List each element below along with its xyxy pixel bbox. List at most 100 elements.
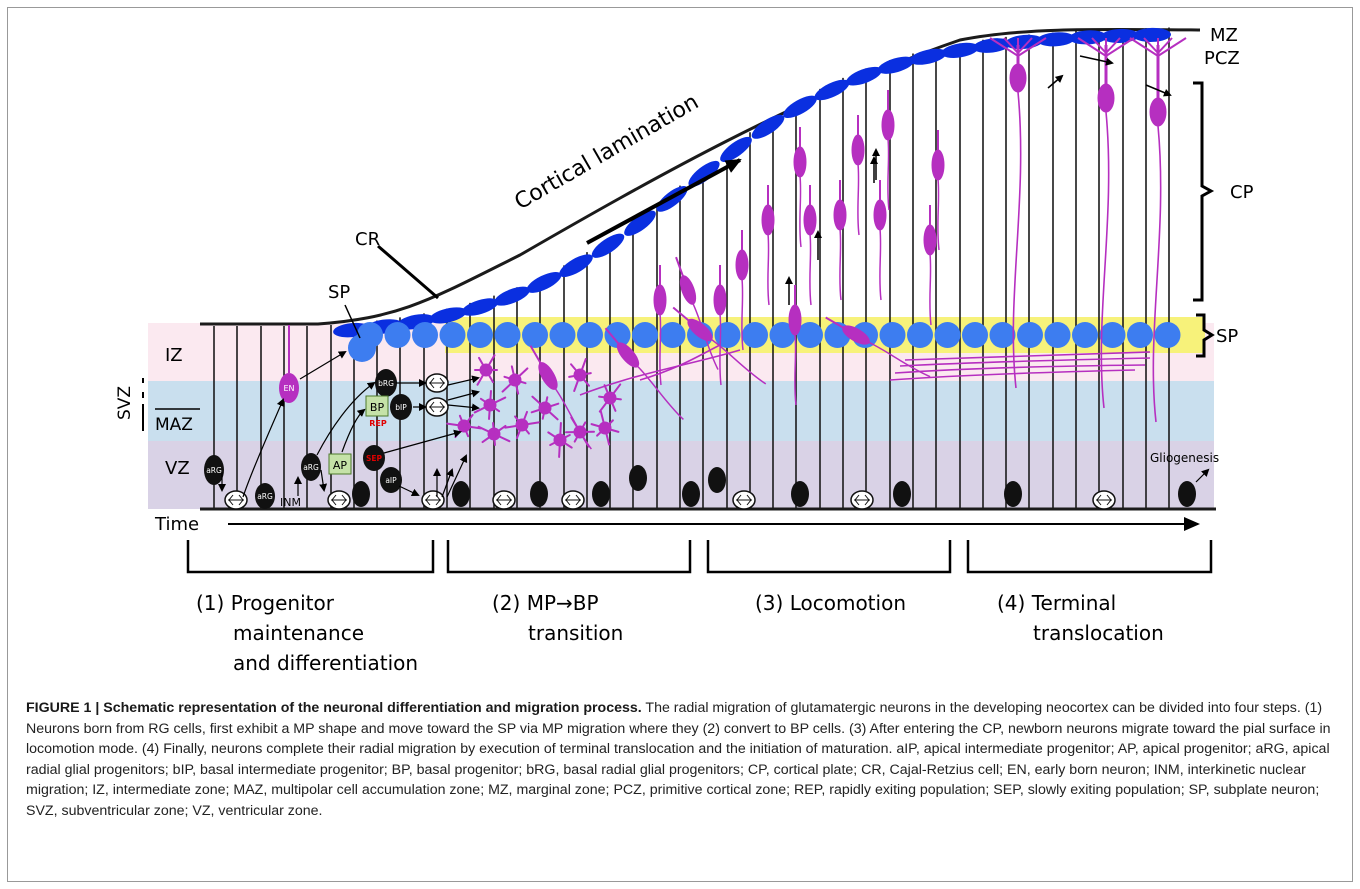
caption-body: The radial migration of glutamatergic ne… (26, 700, 1331, 819)
step1-line2: maintenance (233, 621, 364, 645)
mitotic-cell (328, 491, 350, 509)
progenitor-cell (682, 481, 700, 507)
bipolar-neuron (804, 185, 816, 305)
arg-label-3: aRG (303, 463, 319, 472)
gliogenesis-label: Gliogenesis (1150, 451, 1219, 465)
bipolar-neuron (874, 180, 886, 300)
arg-label-2: aRG (257, 492, 273, 501)
progenitor-cell (1004, 481, 1022, 507)
progenitor-cell (791, 481, 809, 507)
sp-cell (660, 322, 686, 348)
cr-cell (556, 250, 596, 281)
step4-line2: translocation (1033, 621, 1164, 645)
sp-cell (522, 322, 548, 348)
step2-label: (2) MP→BP (492, 591, 599, 615)
cr-cell (524, 268, 564, 297)
sp-cell (742, 322, 768, 348)
progenitor-cell (352, 481, 370, 507)
progenitor-cell (893, 481, 911, 507)
mitotic-cell (493, 491, 515, 509)
bipolar-neuron (852, 115, 864, 235)
step2-line2: transition (528, 621, 623, 645)
aip-label: aIP (385, 476, 397, 485)
sp-right-label: SP (1216, 326, 1238, 347)
step-labels: (1) Progenitor maintenance and different… (196, 591, 1164, 675)
step4-label: (4) Terminal (997, 591, 1116, 615)
cr-pointer (378, 246, 438, 298)
sp-cell (632, 322, 658, 348)
cr-cell (492, 283, 532, 310)
rep-label: REP (369, 419, 387, 428)
step1-label: (1) Progenitor (196, 591, 335, 615)
ap-label: AP (333, 459, 348, 472)
time-label: Time (154, 514, 199, 535)
mitotic-cell (562, 491, 584, 509)
mitotic-cell (1093, 491, 1115, 509)
maz-label: MAZ (155, 415, 193, 435)
progenitor-cell (530, 481, 548, 507)
sp-left-label: SP (328, 282, 350, 303)
sp-cell (990, 322, 1016, 348)
progenitor-cell (1178, 481, 1196, 507)
sp-cell (935, 322, 961, 348)
inm-label: INM (280, 496, 301, 509)
sep-label: SEP (366, 454, 383, 463)
vz-label: VZ (165, 458, 190, 479)
cp-bracket (1193, 83, 1211, 300)
progenitor-cell (452, 481, 470, 507)
step3-label: (3) Locomotion (755, 591, 906, 615)
progenitor-cell (592, 481, 610, 507)
sp-cell (1045, 322, 1071, 348)
pcz-label: PCZ (1204, 48, 1240, 69)
cortical-lamination-arrow (587, 160, 740, 243)
mitotic-cell (851, 491, 873, 509)
sp-cell (880, 322, 906, 348)
figure-caption: FIGURE 1 | Schematic representation of t… (26, 698, 1336, 821)
step-brackets (188, 540, 1211, 572)
mitotic-cell (733, 491, 755, 509)
sp-cell (550, 322, 576, 348)
sp-cell (412, 322, 438, 348)
sp-cell (1155, 322, 1181, 348)
mitotic-cell (422, 491, 444, 509)
sp-cell (1127, 322, 1153, 348)
cajal-retzius-cells (332, 27, 1171, 339)
progenitor-cell (629, 465, 647, 491)
sp-cell (1100, 322, 1126, 348)
cr-cell (844, 63, 884, 89)
mitotic-cell (426, 374, 448, 392)
bp-label: BP (370, 401, 385, 414)
cr-cell (588, 229, 627, 262)
sp-cell (467, 322, 493, 348)
cr-cell (812, 76, 852, 105)
sp-cell (495, 322, 521, 348)
cr-label: CR (355, 229, 380, 250)
arg-label-1: aRG (206, 466, 222, 475)
sp-cell (440, 322, 466, 348)
mz-label: MZ (1210, 25, 1238, 46)
en-label: EN (283, 384, 294, 393)
svz-label: SVZ (115, 386, 135, 420)
brg-label: bRG (378, 379, 394, 388)
bipolar-neuron (924, 205, 936, 325)
neocortex-migration-diagram: EN bRG BP REP bIP AP SEP aIP aRG aRG aRG… (0, 0, 1360, 700)
progenitor-cell (708, 467, 726, 493)
sp-cell (577, 322, 603, 348)
mitotic-cell (426, 398, 448, 416)
sp-cell (962, 322, 988, 348)
step1-line3: and differentiation (233, 651, 418, 675)
bipolar-neuron (882, 90, 894, 210)
sp-cell (907, 322, 933, 348)
bipolar-neuron (834, 180, 846, 300)
sp-cell (348, 334, 376, 362)
svz-band (148, 381, 1214, 441)
sp-cell (385, 322, 411, 348)
iz-label: IZ (165, 345, 183, 366)
sp-cell (1072, 322, 1098, 348)
caption-title: FIGURE 1 | Schematic representation of t… (26, 700, 642, 716)
bip-label: bIP (395, 403, 407, 412)
cr-cell (780, 91, 820, 122)
sp-cell (1017, 322, 1043, 348)
cr-cell (908, 46, 948, 68)
cp-label: CP (1230, 182, 1254, 203)
